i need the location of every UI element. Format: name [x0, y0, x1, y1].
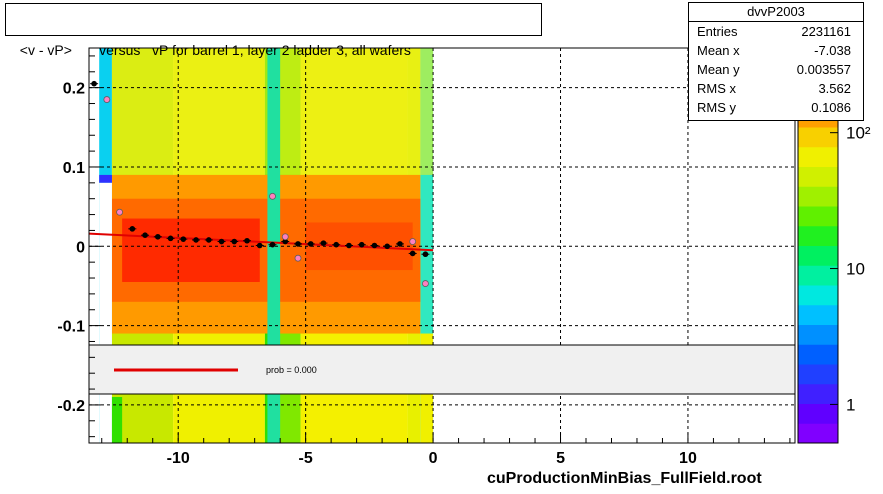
- chart-title-text: <v - vP> versus vP for barrel 1, layer 2…: [19, 42, 411, 58]
- colorbar-tick-label: 1: [846, 395, 855, 414]
- colorbar-tick-label: 10²: [846, 124, 871, 143]
- colorbar-cell: [798, 383, 838, 404]
- stats-value: 3.562: [818, 81, 851, 96]
- stats-name: dvvP2003: [689, 3, 863, 22]
- profile-point: [358, 241, 365, 248]
- profile-point-secondary: [269, 192, 276, 200]
- stats-label: RMS x: [697, 81, 736, 96]
- colorbar-cell: [798, 265, 838, 286]
- colorbar-cell: [798, 245, 838, 266]
- colorbar-tick-label: 10: [846, 260, 865, 279]
- profile-point: [129, 226, 136, 232]
- heatmap-cell: [99, 174, 112, 183]
- stats-value: 0.1086: [811, 100, 851, 115]
- profile-point: [384, 243, 391, 250]
- colorbar-cell: [798, 146, 838, 167]
- stats-label: Mean x: [697, 43, 740, 58]
- stats-row-mean-x: Mean x -7.038: [689, 41, 863, 60]
- profile-point: [346, 242, 352, 249]
- profile-point: [282, 238, 289, 245]
- profile-point: [320, 240, 327, 246]
- x-tick-label: -5: [299, 450, 313, 467]
- profile-point: [295, 241, 301, 247]
- axes: -10 -5 0 5 10 -0.2 -0.1 0 0.1 0.2: [57, 55, 791, 467]
- stats-label: Entries: [697, 24, 738, 39]
- colorbar-cell: [798, 344, 838, 365]
- profile-point-secondary: [422, 280, 429, 287]
- chart-title: <v - vP> versus vP for barrel 1, layer 2…: [5, 3, 542, 58]
- heatmap-cell: [99, 182, 112, 443]
- colorbar-cell: [798, 403, 838, 424]
- profile-point: [409, 250, 416, 257]
- colorbar-cell: [798, 186, 838, 207]
- colorbar-cell: [798, 364, 838, 385]
- profile-point: [180, 236, 187, 242]
- stats-value: 2231161: [801, 24, 851, 39]
- profile-point: [205, 237, 212, 243]
- profile-point-secondary: [294, 254, 302, 262]
- x-tick-label: 0: [429, 450, 438, 467]
- stats-value: -7.038: [814, 43, 851, 58]
- profile-point: [371, 242, 378, 249]
- x-tick-label: 10: [679, 450, 697, 467]
- profile-markers: [90, 80, 430, 287]
- colorbar-cell: [798, 206, 838, 227]
- profile-point: [142, 232, 148, 238]
- stats-row-mean-y: Mean y 0.003557: [689, 60, 863, 79]
- stats-label: RMS y: [697, 100, 736, 115]
- profile-point: [218, 238, 225, 245]
- stats-box: dvvP2003 Entries 2231161 Mean x -7.038 M…: [688, 2, 864, 121]
- colorbar-cell: [798, 304, 838, 325]
- stats-row-rms-y: RMS y 0.1086: [689, 98, 863, 117]
- footer-filename: cuProductionMinBias_FullField.root: [487, 470, 762, 487]
- stats-label: Mean y: [697, 62, 740, 77]
- profile-point: [91, 80, 97, 87]
- profile-point-secondary: [409, 238, 417, 245]
- profile-point: [422, 251, 429, 258]
- y-tick-label: -0.1: [57, 319, 85, 336]
- profile-point: [155, 233, 161, 240]
- stats-row-rms-x: RMS x 3.562: [689, 79, 863, 98]
- colorbar-cell: [798, 285, 838, 306]
- colorbar-cell: [798, 423, 838, 444]
- profile-point: [231, 238, 238, 245]
- x-tick-label: -10: [167, 450, 190, 467]
- y-tick-label: 0.1: [63, 160, 85, 177]
- grid-lines: [89, 48, 795, 443]
- y-tick-label: -0.2: [57, 398, 85, 415]
- y-tick-label: 0: [76, 239, 85, 256]
- profile-point: [167, 235, 174, 242]
- profile-point: [193, 237, 199, 243]
- profile-point: [397, 241, 403, 247]
- profile-point-secondary: [281, 233, 289, 241]
- profile-point: [256, 242, 263, 249]
- x-tick-label: 5: [556, 450, 565, 467]
- profile-point: [269, 241, 276, 248]
- stats-value: 0.003557: [796, 62, 851, 77]
- colorbar-cell: [798, 225, 838, 246]
- stats-row-entries: Entries 2231161: [689, 22, 863, 41]
- colorbar-cell: [798, 127, 838, 148]
- colorbar-cell: [798, 166, 838, 187]
- profile-point-secondary: [103, 96, 111, 103]
- heatmap-cell: [111, 396, 123, 443]
- plot-frame: [88, 47, 796, 444]
- profile-point-secondary: [116, 208, 123, 216]
- heatmap-cell: [122, 218, 260, 282]
- profile-point: [244, 237, 250, 244]
- fit-legend-label: prob = 0.000: [266, 365, 317, 375]
- profile-point: [307, 241, 314, 247]
- y-tick-label: 0.2: [63, 81, 85, 98]
- profile-point: [333, 241, 340, 248]
- colorbar-cell: [798, 324, 838, 345]
